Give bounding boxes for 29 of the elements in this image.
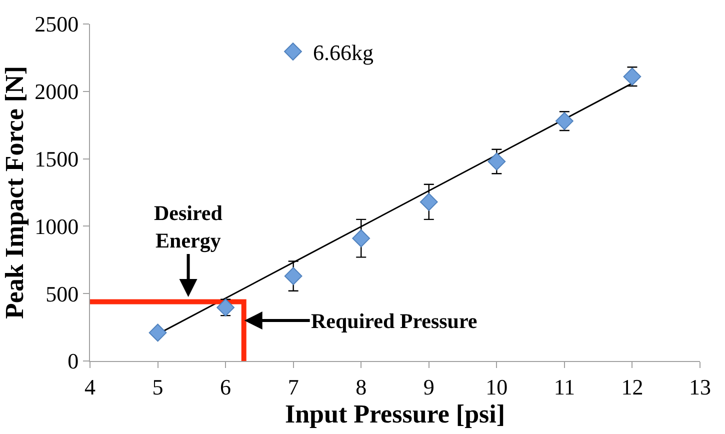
x-tick-label: 8	[356, 374, 367, 400]
y-tick-label: 1000	[34, 214, 79, 239]
annotation: Desired Energy	[154, 201, 223, 252]
y-tick-label: 1500	[34, 146, 79, 172]
x-tick-label: 7	[288, 374, 299, 400]
x-tick-label: 5	[152, 374, 164, 400]
y-axis-title: Peak Impact Force [N]	[0, 66, 29, 319]
x-tick-label: 6	[220, 374, 232, 400]
y-tick-label: 2500	[34, 12, 79, 37]
y-tick-label: 500	[46, 281, 79, 306]
point	[555, 112, 574, 130]
legend-label: 6.66kg	[313, 40, 374, 66]
annotation: Required Pressure	[311, 309, 478, 333]
x-tick-label: 9	[423, 374, 434, 400]
point	[216, 298, 235, 316]
x-tick-label: 12	[621, 374, 644, 400]
point	[284, 267, 302, 286]
x-tick-label: 13	[689, 374, 711, 400]
x-axis-title: Input Pressure [psi]	[284, 399, 506, 428]
point	[623, 68, 642, 86]
x-tick-label: 11	[554, 374, 576, 400]
point	[488, 152, 506, 170]
x-tick-label: 4	[84, 374, 96, 400]
y-tick-label: 0	[68, 348, 79, 374]
point	[352, 229, 370, 248]
x-tick-label: 10	[486, 374, 508, 400]
point	[148, 324, 167, 342]
y-tick-label: 2000	[34, 79, 79, 104]
point	[420, 192, 438, 211]
